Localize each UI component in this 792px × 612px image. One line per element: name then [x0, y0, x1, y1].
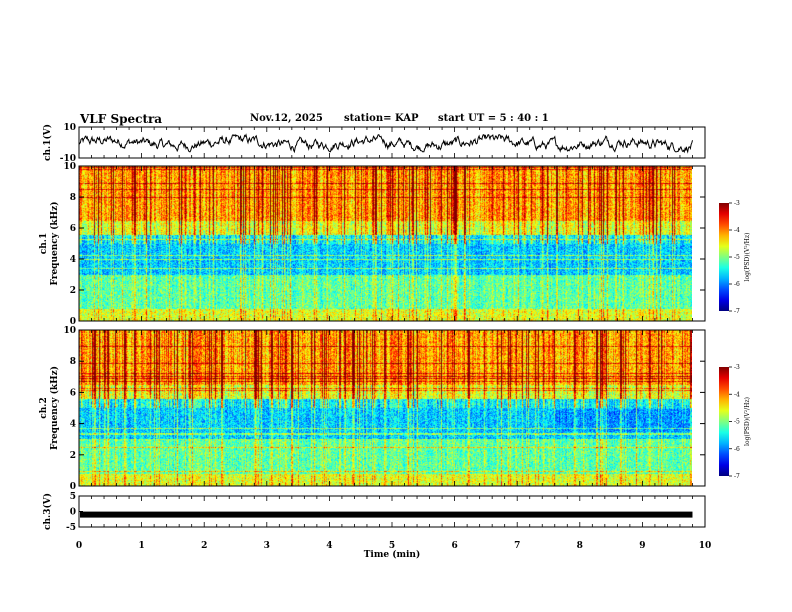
chart-title: VLF Spectra	[80, 112, 163, 126]
y-tick-label: 10	[63, 162, 76, 172]
y-tick-label: 4	[70, 255, 76, 265]
y-tick-label: 2	[70, 451, 76, 461]
colorbar-tick-label: -3	[734, 364, 740, 371]
colorbar-tick-label: -7	[734, 308, 740, 315]
y-tick-label: 4	[70, 420, 76, 430]
y-tick-label: 2	[70, 286, 76, 296]
x-axis-label: Time (min)	[364, 549, 421, 560]
x-tick-label: 10	[699, 541, 712, 551]
x-tick-label: 0	[76, 541, 82, 551]
ch3-signal	[80, 511, 693, 518]
x-tick-label: 9	[639, 541, 645, 551]
y-axis-channel-label: ch.1	[39, 233, 49, 254]
y-tick-label: 0	[70, 508, 76, 518]
station-label: station= KAP	[344, 113, 419, 124]
y-tick-label: -5	[66, 523, 76, 533]
x-tick-label: 4	[326, 541, 332, 551]
x-tick-label: 5	[389, 541, 395, 551]
x-tick-label: 2	[201, 541, 207, 551]
colorbar-tick-label: -7	[734, 473, 740, 480]
spectrogram-ch2	[79, 330, 692, 486]
spectrogram-ch1	[79, 166, 692, 321]
colorbar-label: log(PSD)(V²/Hz)	[744, 233, 751, 282]
x-tick-label: 7	[514, 541, 520, 551]
x-tick-label: 8	[577, 541, 583, 551]
y-tick-label: 6	[70, 388, 76, 398]
y-tick-label: -10	[60, 154, 76, 164]
colorbar-tick-label: -6	[734, 446, 740, 453]
x-tick-label: 6	[451, 541, 457, 551]
colorbar-tick-label: -5	[734, 419, 740, 426]
colorbar-tick-label: -5	[734, 254, 740, 261]
colorbar-tick-label: -3	[734, 200, 740, 207]
colorbar-label: log(PSD)(V²/Hz)	[744, 397, 751, 446]
y-axis-channel-label: ch.2	[39, 397, 49, 418]
colorbar-ch2	[719, 367, 729, 476]
ch1-signal	[78, 133, 693, 154]
colorbar-tick-label: -6	[734, 281, 740, 288]
y-tick-label: 10	[63, 123, 76, 133]
y-axis-label: ch.3(V)	[42, 493, 53, 530]
colorbar-ch1	[719, 203, 729, 311]
colorbar-tick-label: -4	[734, 227, 740, 234]
y-axis-label: Frequency (kHz)	[49, 201, 60, 285]
y-tick-label: 6	[70, 224, 76, 234]
y-axis-label: Frequency (kHz)	[49, 366, 60, 450]
y-tick-label: 0	[70, 482, 76, 492]
y-tick-label: 0	[70, 317, 76, 327]
y-tick-label: 5	[70, 492, 76, 502]
y-tick-label: 8	[70, 193, 76, 203]
y-axis-label: ch.1(V)	[42, 124, 53, 161]
date-label: Nov.12, 2025	[250, 113, 323, 124]
x-tick-label: 1	[138, 541, 144, 551]
y-tick-label: 10	[63, 326, 76, 336]
x-tick-label: 3	[264, 541, 270, 551]
start-time-label: start UT = 5 : 40 : 1	[438, 113, 549, 124]
colorbar-tick-label: -4	[734, 391, 740, 398]
y-tick-label: 8	[70, 357, 76, 367]
